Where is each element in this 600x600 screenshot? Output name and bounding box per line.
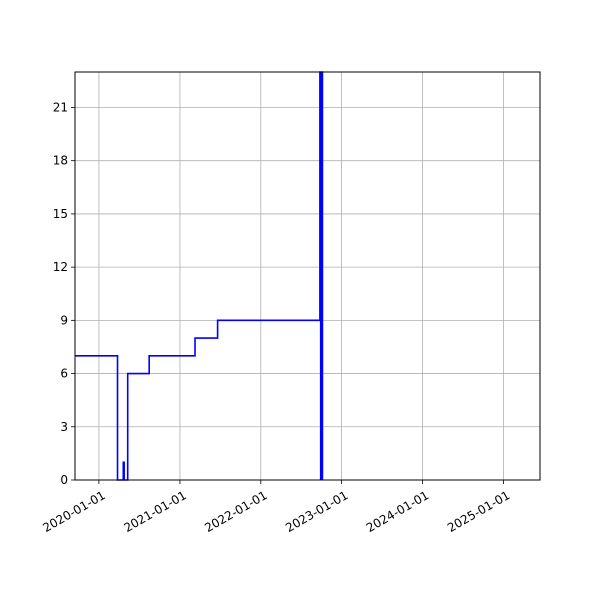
y-tick-label: 3	[60, 420, 68, 434]
y-tick-label: 12	[53, 260, 68, 274]
y-tick-label: 0	[60, 473, 68, 487]
y-tick-label: 18	[53, 154, 68, 168]
y-tick-label: 15	[53, 207, 68, 221]
y-tick-label: 6	[60, 367, 68, 381]
y-tick-label: 9	[60, 313, 68, 327]
plot-frame	[74, 71, 541, 481]
y-tick-label: 21	[53, 100, 68, 114]
dense-band	[319, 72, 324, 480]
